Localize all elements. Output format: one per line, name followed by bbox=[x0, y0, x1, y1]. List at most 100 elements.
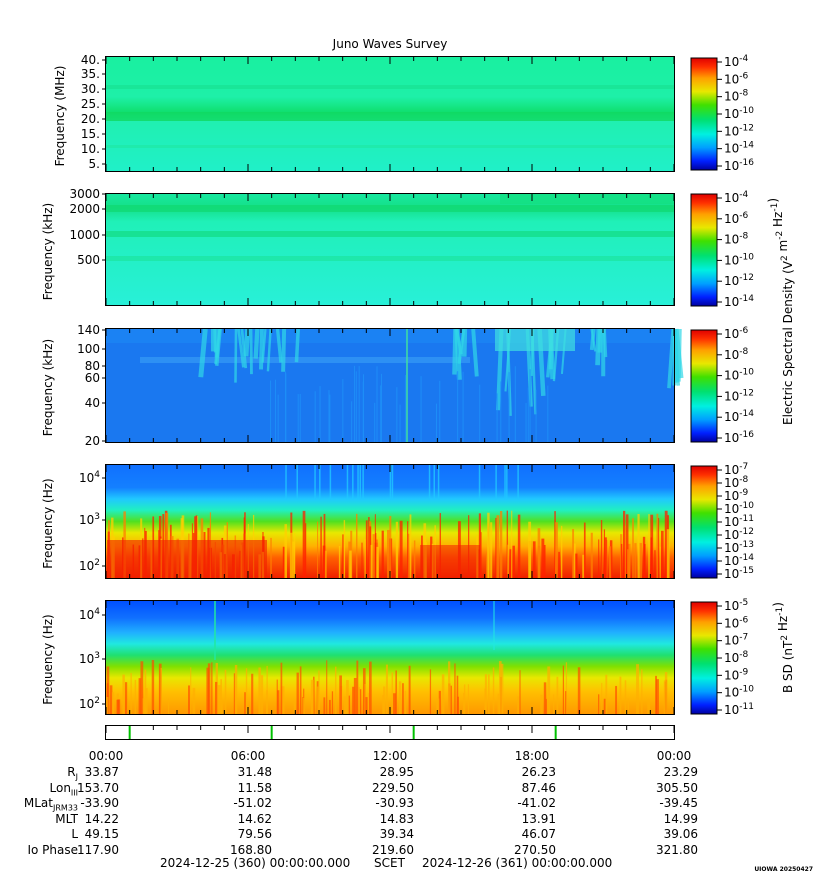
khz-high-cbar-tick: 10-8 bbox=[724, 232, 749, 247]
mhz-cbar-tick: 10-6 bbox=[724, 71, 749, 86]
mhz-cbar-tick: 10-8 bbox=[724, 89, 749, 104]
emission-patch bbox=[495, 329, 575, 351]
hz-electric-cbar-tick: 10-7 bbox=[724, 462, 748, 477]
khz-low-cbar-tick: 10-12 bbox=[724, 388, 754, 403]
mhz-panel-frame bbox=[105, 56, 675, 172]
ephemeris-value: 14.83 bbox=[379, 811, 414, 826]
mhz-colorbar bbox=[690, 57, 718, 171]
ephemeris-value: 14.99 bbox=[663, 811, 698, 826]
emission-patch bbox=[420, 545, 480, 578]
time-tick-label: 00:00 bbox=[656, 749, 692, 763]
khz-low-ytick-label: 60 bbox=[85, 371, 100, 385]
mhz-ytick-label: 25. bbox=[81, 97, 100, 111]
ephemeris-row-label: RJ bbox=[67, 765, 78, 782]
emission-streak bbox=[243, 328, 250, 357]
emission-streak bbox=[249, 328, 253, 375]
khz-high-ytick-label: 2000 bbox=[69, 202, 100, 216]
hz-magnetic-cbar-tick: 10-11 bbox=[724, 702, 754, 717]
emission-streak bbox=[667, 328, 676, 389]
hz-magnetic-ytick-label: 104 bbox=[79, 607, 100, 622]
hz-electric-cbar-tick: 10-15 bbox=[724, 566, 754, 581]
hz-electric-cbar-tick: 10-10 bbox=[724, 501, 754, 516]
khz-high-cbar-tick: 10-6 bbox=[724, 211, 749, 226]
ephemeris-value: 168.80 bbox=[230, 842, 272, 857]
ephemeris-value: 23.29 bbox=[663, 765, 698, 779]
emission-streak bbox=[676, 328, 682, 382]
khz-low-ytick-label: 40 bbox=[85, 396, 100, 410]
khz-low-cbar-tick: 10-6 bbox=[724, 326, 749, 341]
khz-high-panel-frame bbox=[105, 193, 675, 306]
khz-low-ytick-label: 20 bbox=[85, 434, 100, 448]
mhz-ytick-label: 15. bbox=[81, 127, 100, 141]
ephemeris-value: 79.56 bbox=[237, 827, 272, 841]
ephemeris-value: 49.15 bbox=[84, 827, 119, 841]
khz-low-cbar-tick: 10-10 bbox=[724, 368, 754, 383]
khz-high-ylabel: Frequency (kHz) bbox=[41, 203, 55, 300]
ephemeris-value: -39.45 bbox=[659, 796, 698, 810]
ephemeris-value: -33.90 bbox=[80, 796, 119, 810]
hz-electric-cbar-tick: 10-8 bbox=[724, 475, 749, 490]
figure-title: Juno Waves Survey bbox=[332, 37, 448, 51]
mhz-cbar-tick: 10-4 bbox=[724, 54, 749, 69]
ephemeris-value: 117.90 bbox=[77, 842, 119, 857]
ephemeris-value: 321.80 bbox=[656, 842, 698, 857]
time-tick-label: 00:00 bbox=[88, 749, 124, 763]
ephemeris-row-label: L bbox=[71, 827, 78, 841]
hz-electric-cbar-tick: 10-9 bbox=[724, 488, 749, 503]
khz-low-ytick-label: 140 bbox=[77, 323, 100, 337]
khz-high-cbar-tick: 10-14 bbox=[724, 294, 754, 309]
mhz-ytick-label: 10. bbox=[81, 142, 100, 156]
hz-electric-panel-frame bbox=[105, 464, 675, 579]
hz-electric-ylabel: Frequency (Hz) bbox=[41, 478, 55, 569]
emission-streak bbox=[281, 328, 287, 372]
mhz-ytick-label: 40. bbox=[81, 53, 100, 67]
emission-streak bbox=[259, 328, 264, 370]
emission-streak bbox=[461, 328, 468, 357]
khz-high-ytick-label: 3000 bbox=[69, 187, 100, 201]
emission-streak bbox=[237, 328, 245, 368]
khz-low-spectrogram bbox=[106, 328, 684, 442]
ephemeris-value: -51.02 bbox=[233, 796, 272, 810]
ephemeris-row-label: MLT bbox=[55, 811, 78, 826]
hz-electric-ytick-label: 102 bbox=[79, 558, 100, 573]
ephemeris-value: 11.58 bbox=[237, 780, 272, 795]
hz-magnetic-cbar-tick: 10-10 bbox=[724, 685, 754, 700]
hz-magnetic-panel-frame bbox=[105, 600, 675, 715]
ephemeris-value: 39.34 bbox=[379, 827, 414, 841]
khz-low-ytick-label: 80 bbox=[85, 359, 100, 373]
khz-low-ytick-label: 100 bbox=[77, 342, 100, 356]
khz-low-cbar-tick: 10-8 bbox=[724, 347, 749, 362]
ephemeris-value: 14.62 bbox=[237, 811, 272, 826]
ephemeris-value: 229.50 bbox=[372, 780, 414, 795]
ephemeris-row-label: LonIII bbox=[49, 780, 79, 797]
hz-magnetic-ytick-label: 103 bbox=[79, 651, 100, 666]
time-tick-label: 06:00 bbox=[230, 749, 266, 763]
khz-high-cbar-tick: 10-12 bbox=[724, 273, 754, 288]
emission-streak bbox=[589, 328, 596, 351]
khz-low-ylabel: Frequency (kHz) bbox=[41, 339, 55, 436]
mhz-cbar-tick: 10-10 bbox=[724, 106, 754, 121]
ephemeris-row-label: MLatJRM33 bbox=[23, 796, 78, 813]
hz-electric-cbar-tick: 10-12 bbox=[724, 527, 754, 542]
khz-low-cbar-tick: 10-14 bbox=[724, 409, 754, 424]
scet-start: 2024-12-25 (360) 00:00:00.000 bbox=[160, 856, 351, 870]
mhz-cbar-tick: 10-16 bbox=[724, 158, 754, 173]
ephemeris-value: -41.02 bbox=[517, 796, 556, 810]
hz-electric-ytick-label: 103 bbox=[79, 512, 100, 527]
hz-magnetic-cbar-tick: 10-9 bbox=[724, 667, 749, 682]
mhz-ytick-label: 30. bbox=[81, 82, 100, 96]
time-tick-label: 12:00 bbox=[372, 749, 408, 763]
credit-stamp: UIOWA 20250427 bbox=[754, 866, 813, 873]
hz-magnetic-cbar-tick: 10-8 bbox=[724, 650, 749, 665]
mhz-ylabel: Frequency (MHz) bbox=[53, 66, 67, 167]
khz-low-panel-frame bbox=[105, 328, 675, 443]
hz-magnetic-ytick-label: 102 bbox=[79, 696, 100, 711]
emission-patch bbox=[107, 540, 267, 578]
emission-streak bbox=[198, 328, 208, 378]
khz-high-colorbar bbox=[690, 193, 718, 307]
hz-electric-cbar-tick: 10-11 bbox=[724, 514, 754, 529]
emission-streak bbox=[597, 328, 603, 353]
hz-magnetic-cbar-tick: 10-5 bbox=[724, 598, 748, 613]
emission-streak bbox=[234, 328, 238, 383]
